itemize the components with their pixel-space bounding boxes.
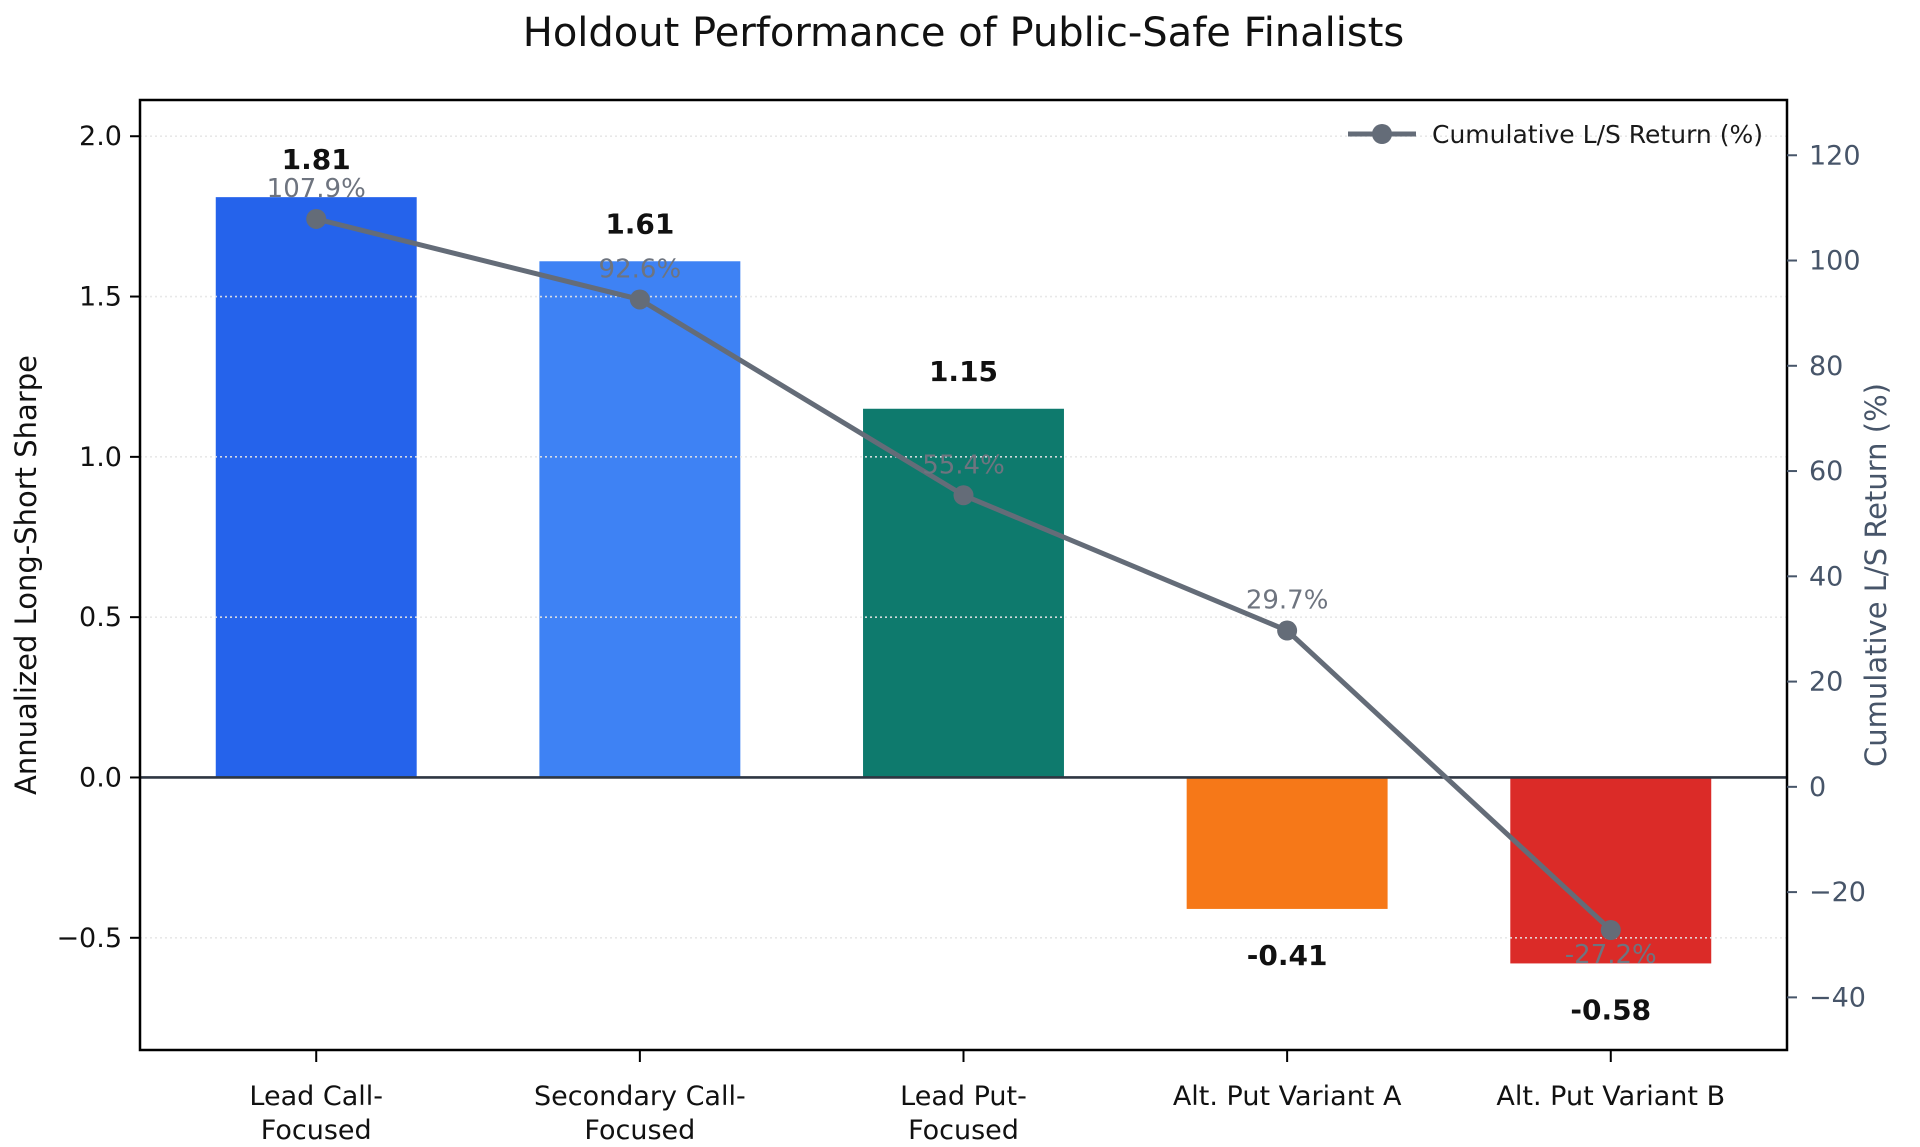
line-point-label: 107.9% — [267, 174, 366, 204]
bar-3 — [863, 408, 1064, 778]
line-marker-1 — [306, 208, 327, 229]
line-marker-3 — [953, 485, 974, 506]
line-point-label: 55.4% — [922, 450, 1005, 480]
line-point-label: 29.7% — [1246, 586, 1329, 616]
left-tick-label: 1.0 — [79, 442, 122, 473]
x-tick-label: Focused — [261, 1115, 372, 1146]
x-tick-label: Focused — [908, 1115, 1019, 1146]
right-tick-label: 100 — [1809, 246, 1861, 277]
bar-value-label: -0.58 — [1570, 993, 1651, 1026]
bar-value-label: 1.61 — [605, 207, 674, 240]
x-tick-label: Alt. Put Variant A — [1173, 1081, 1402, 1112]
bar-4 — [1186, 777, 1388, 909]
legend-marker-dot — [1372, 124, 1392, 144]
bar-1 — [215, 197, 417, 778]
left-tick-label: 1.5 — [79, 282, 122, 313]
left-tick-label: 0.5 — [79, 602, 122, 633]
bar-2 — [539, 261, 741, 778]
x-tick-label: Secondary Call- — [534, 1081, 746, 1112]
line-point-label: 92.6% — [599, 254, 682, 284]
line-marker-5 — [1600, 920, 1621, 940]
right-tick-label: −20 — [1809, 877, 1866, 908]
line-marker-4 — [1277, 620, 1298, 641]
chart-title: Holdout Performance of Public-Safe Final… — [522, 10, 1405, 56]
x-tick-label: Lead Call- — [249, 1081, 383, 1112]
bar-value-label: 1.81 — [282, 143, 351, 176]
line-point-label: -27.2% — [1565, 940, 1657, 970]
x-tick-label: Focused — [584, 1115, 695, 1146]
left-tick-label: 0.0 — [79, 762, 122, 793]
x-tick-label: Lead Put- — [900, 1081, 1027, 1112]
left-axis-title: Annualized Long-Short Sharpe — [9, 355, 43, 795]
right-tick-label: 80 — [1809, 351, 1843, 382]
right-tick-label: 40 — [1809, 561, 1843, 592]
right-tick-label: 120 — [1809, 140, 1861, 171]
right-tick-label: 20 — [1809, 667, 1843, 698]
right-tick-label: 0 — [1809, 772, 1826, 803]
bar-value-label: 1.15 — [929, 355, 998, 388]
x-tick-label: Alt. Put Variant B — [1496, 1081, 1725, 1112]
right-axis-title: Cumulative L/S Return (%) — [1859, 383, 1893, 767]
line-marker-2 — [629, 289, 650, 310]
left-tick-label: 2.0 — [79, 121, 122, 152]
right-tick-label: −40 — [1809, 982, 1866, 1013]
right-tick-label: 60 — [1809, 456, 1843, 487]
bar-value-label: -0.41 — [1247, 939, 1328, 972]
legend-label: Cumulative L/S Return (%) — [1432, 120, 1763, 149]
left-tick-label: −0.5 — [56, 923, 122, 954]
